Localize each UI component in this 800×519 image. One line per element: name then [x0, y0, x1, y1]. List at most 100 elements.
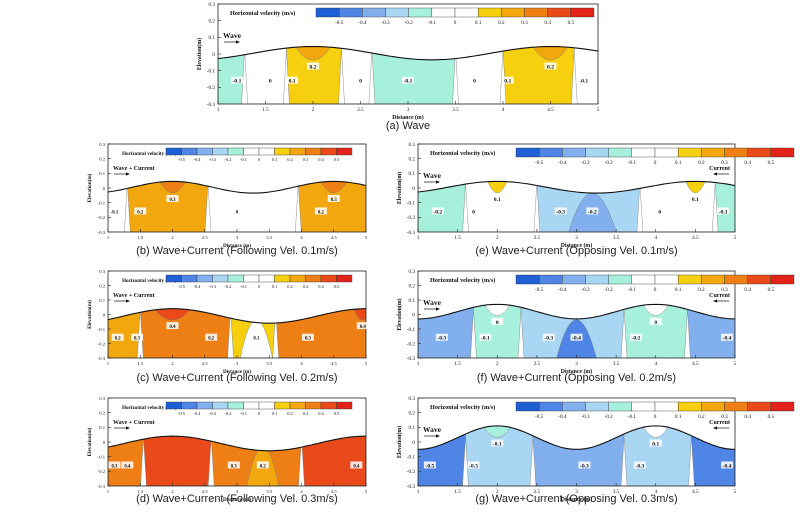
wave-direction-label: Wave: [423, 171, 442, 180]
contour-label-bg: [134, 207, 147, 215]
contour-label: 0.4: [360, 325, 367, 330]
x-tick-label: 1: [217, 107, 220, 113]
x-tick-label: 4: [502, 107, 505, 113]
colorbar-swatch: [243, 401, 260, 410]
y-tick-label: 0.2: [99, 410, 105, 415]
colorbar-tick-label: 0.4: [744, 160, 751, 166]
y-tick-label: -0.2: [98, 215, 106, 220]
contour-label: 0.2: [310, 65, 317, 71]
current-arrow-head: [713, 299, 717, 303]
x-tick-label: 3: [407, 107, 410, 113]
colorbar-tick-label: 0: [654, 414, 657, 420]
panel-caption: (f) Wave+Current (Opposing Vel. 0.2m/s): [476, 372, 677, 384]
contour-label-bg: [166, 195, 179, 202]
contour-label-bg: [468, 76, 481, 84]
colorbar-swatch: [747, 147, 772, 158]
colorbar-tick-label: -0.5: [178, 411, 186, 416]
x-tick-label: 4.5: [331, 489, 337, 494]
x-tick-label: 2: [496, 361, 499, 367]
contour-label: 0.4: [124, 464, 131, 469]
x-tick-label: 4: [654, 489, 657, 495]
contour-label-bg: [467, 461, 480, 469]
y-tick-label: -0.1: [207, 68, 216, 74]
current-arrow-head: [713, 426, 717, 430]
chart-panel-4: -0.2 0 -0.3 0 -0.1 0.1 -0.2 0.1 0.3 0.2 0.1 0 -0.1 -0…: [396, 142, 795, 249]
x-tick-label: 4.5: [692, 235, 699, 241]
x-axis-label: Distance (m): [223, 368, 251, 375]
colorbar-tick-label: -0.1: [240, 157, 247, 162]
colorbar-swatch: [196, 147, 213, 156]
colorbar-swatch: [274, 147, 291, 156]
contour-label-bg: [570, 333, 583, 341]
colorbar-tick-label: 0.1: [675, 160, 682, 166]
colorbar-swatch: [608, 401, 633, 412]
y-tick-label: 0.3: [209, 2, 216, 8]
wave-arrow-head: [436, 180, 440, 184]
contour-label: -0.3: [635, 463, 644, 469]
x-tick-label: 4.5: [331, 361, 337, 366]
y-tick-label: -0.1: [98, 454, 106, 459]
colorbar-swatch: [408, 7, 433, 18]
contour-label: -0.4: [723, 336, 732, 342]
contour-label-bg: [431, 207, 444, 215]
contour-label: 0.1: [504, 79, 511, 85]
contour-label-bg: [250, 333, 263, 341]
x-tick-label: 3: [575, 361, 578, 367]
colorbar-swatch: [315, 7, 340, 18]
x-tick-label: 2: [171, 361, 174, 366]
colorbar-swatch: [338, 7, 363, 18]
contour-label: -0.3: [544, 336, 553, 342]
y-tick-label: -0.3: [407, 230, 416, 236]
y-tick-label: -0.2: [207, 85, 216, 91]
x-tick-label: 2.5: [202, 361, 208, 366]
contour-label: -0.5: [425, 463, 434, 469]
y-tick-label: 0: [412, 312, 415, 318]
colorbar-tick-label: -0.1: [628, 414, 637, 420]
contour-label: -0.2: [588, 209, 597, 215]
colorbar-tick-label: 0: [654, 160, 657, 166]
colorbar-swatch: [515, 401, 540, 412]
x-tick-label: 3: [575, 235, 578, 241]
colorbar-swatch: [677, 147, 702, 158]
current-direction-label: Current: [709, 420, 730, 426]
contour-label-bg: [314, 207, 327, 215]
colorbar-swatch: [747, 401, 772, 412]
contour-label: 0.1: [289, 79, 296, 85]
contour-label: -0.3: [437, 336, 446, 342]
colorbar-tick-label: -0.1: [428, 20, 437, 26]
colorbar-swatch: [562, 401, 586, 412]
contour-label-bg: [231, 207, 243, 215]
colorbar-swatch: [181, 274, 198, 283]
colorbar-swatch: [258, 147, 275, 156]
colorbar-swatch: [524, 7, 548, 18]
colorbar-tick-label: -0.1: [240, 411, 247, 416]
x-tick-label: 3: [236, 235, 239, 240]
x-tick-label: 1.5: [137, 489, 143, 494]
panel-caption: (a) Wave: [385, 120, 431, 132]
x-tick-label: 3.5: [266, 235, 272, 240]
colorbar-tick-label: -0.5: [178, 284, 186, 289]
colorbar-title: Horizontal velocity (m/s): [122, 404, 177, 411]
colorbar-swatch: [654, 147, 679, 158]
colorbar-tick-label: -0.4: [558, 287, 567, 293]
colorbar-swatch: [770, 401, 795, 412]
colorbar-swatch: [547, 7, 572, 18]
colorbar-swatch: [385, 7, 409, 18]
colorbar-swatch: [196, 401, 213, 410]
colorbar-tick-label: 0.1: [675, 287, 682, 293]
contour-label: -0.1: [404, 79, 413, 85]
colorbar-swatch: [585, 274, 609, 285]
contour-label: 0.3: [111, 464, 118, 469]
y-tick-label: -0.3: [207, 102, 216, 108]
colorbar-tick-label: 0.4: [318, 157, 324, 162]
contour-label-bg: [354, 76, 367, 84]
contour-label-bg: [108, 207, 121, 215]
colorbar-swatch: [724, 274, 748, 285]
x-axis-label: Distance (m): [392, 114, 423, 121]
colorbar-tick-label: 0.5: [334, 411, 340, 416]
colorbar-tick-label: -0.5: [335, 20, 344, 26]
y-tick-label: -0.2: [407, 469, 416, 475]
colorbar-tick-label: -0.3: [209, 411, 217, 416]
